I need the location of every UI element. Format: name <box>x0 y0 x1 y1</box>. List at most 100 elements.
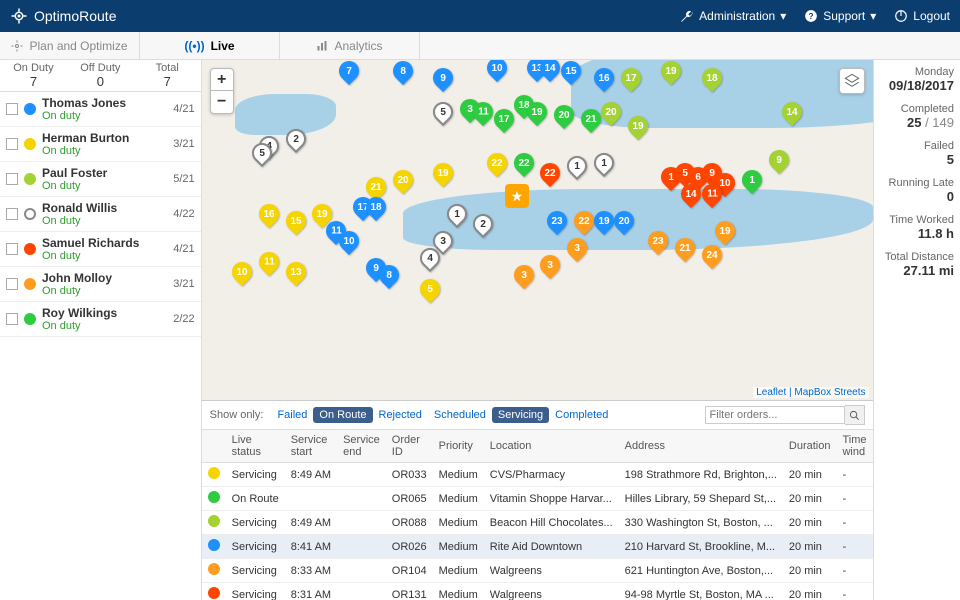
map-pin[interactable]: 21 <box>581 109 601 135</box>
layers-button[interactable] <box>839 68 865 94</box>
map-pin[interactable]: 19 <box>433 163 453 189</box>
table-row[interactable]: Servicing8:33 AMOR104MediumWalgreens621 … <box>202 559 873 583</box>
table-row[interactable]: Servicing8:41 AMOR026MediumRite Aid Down… <box>202 535 873 559</box>
table-row[interactable]: On RouteOR065MediumVitamin Shoppe Harvar… <box>202 487 873 511</box>
driver-row[interactable]: Thomas JonesOn duty4/21 <box>0 92 201 127</box>
logout-link[interactable]: Logout <box>894 9 950 23</box>
map-pin[interactable]: 17 <box>494 109 514 135</box>
filter-failed[interactable]: Failed <box>271 407 313 423</box>
depot-star-icon[interactable]: ★ <box>505 184 529 208</box>
map-pin[interactable]: 21 <box>675 238 695 264</box>
map-pin[interactable]: 14 <box>540 60 560 84</box>
map[interactable]: + − Leaflet | MapBox Streets 78910131415… <box>202 60 873 400</box>
map-pin[interactable]: 20 <box>601 102 621 128</box>
driver-checkbox[interactable] <box>6 243 18 255</box>
map-pin[interactable]: 10 <box>487 60 507 84</box>
map-pin[interactable]: 22 <box>540 163 560 189</box>
admin-menu[interactable]: Administration ▾ <box>680 9 786 23</box>
table-row[interactable]: Servicing8:49 AMOR088MediumBeacon Hill C… <box>202 511 873 535</box>
map-pin[interactable]: 22 <box>574 211 594 237</box>
orders-grid[interactable]: Live statusService startService endOrder… <box>202 430 873 600</box>
map-pin[interactable]: 11 <box>702 184 722 210</box>
map-pin[interactable]: 3 <box>514 265 534 291</box>
map-pin[interactable]: 20 <box>554 105 574 131</box>
map-pin[interactable]: 23 <box>648 231 668 257</box>
filter-rejected[interactable]: Rejected <box>373 407 428 423</box>
map-pin[interactable]: 11 <box>259 252 279 278</box>
tab-plan-and-optimize[interactable]: Plan and Optimize <box>0 32 140 59</box>
map-pin[interactable]: 5 <box>252 143 272 169</box>
driver-row[interactable]: Herman BurtonOn duty3/21 <box>0 127 201 162</box>
map-pin[interactable]: 17 <box>621 68 641 94</box>
map-pin[interactable]: 14 <box>782 102 802 128</box>
driver-checkbox[interactable] <box>6 173 18 185</box>
map-pin[interactable]: 23 <box>547 211 567 237</box>
table-row[interactable]: Servicing8:49 AMOR033MediumCVS/Pharmacy1… <box>202 463 873 487</box>
map-pin[interactable]: 20 <box>393 170 413 196</box>
filter-servicing[interactable]: Servicing <box>492 407 549 423</box>
map-pin[interactable]: 8 <box>379 265 399 291</box>
column-header[interactable]: Address <box>619 430 783 463</box>
column-header[interactable]: Duration <box>783 430 837 463</box>
driver-row[interactable]: Samuel RichardsOn duty4/21 <box>0 232 201 267</box>
column-header[interactable] <box>202 430 226 463</box>
map-pin[interactable]: 18 <box>702 68 722 94</box>
driver-checkbox[interactable] <box>6 313 18 325</box>
map-pin[interactable]: 15 <box>561 61 581 87</box>
map-pin[interactable]: 15 <box>286 211 306 237</box>
map-pin[interactable]: 3 <box>567 238 587 264</box>
map-pin[interactable]: 11 <box>473 102 493 128</box>
driver-checkbox[interactable] <box>6 278 18 290</box>
map-pin[interactable]: 13 <box>286 262 306 288</box>
tab-analytics[interactable]: Analytics <box>280 32 420 59</box>
zoom-out-button[interactable]: − <box>211 91 233 113</box>
column-header[interactable]: Service start <box>285 430 337 463</box>
map-pin[interactable]: 19 <box>527 102 547 128</box>
column-header[interactable]: Time wind <box>836 430 872 463</box>
map-pin[interactable]: 5 <box>420 279 440 305</box>
map-pin[interactable]: 2 <box>286 129 306 155</box>
search-button[interactable] <box>845 405 865 425</box>
column-header[interactable]: Service end <box>337 430 386 463</box>
map-pin[interactable]: 1 <box>594 153 614 179</box>
map-pin[interactable]: 1 <box>447 204 467 230</box>
column-header[interactable]: Location <box>484 430 619 463</box>
map-pin[interactable]: 2 <box>473 214 493 240</box>
map-pin[interactable]: 19 <box>628 116 648 142</box>
map-attribution[interactable]: Leaflet | MapBox Streets <box>753 387 868 398</box>
map-pin[interactable]: 10 <box>232 262 252 288</box>
map-pin[interactable]: 1 <box>567 156 587 182</box>
map-pin[interactable]: 24 <box>702 245 722 271</box>
filter-scheduled[interactable]: Scheduled <box>428 407 492 423</box>
map-pin[interactable]: 10 <box>339 231 359 257</box>
map-pin[interactable]: 16 <box>259 204 279 230</box>
map-pin[interactable]: 3 <box>540 255 560 281</box>
map-pin[interactable]: 5 <box>433 102 453 128</box>
driver-checkbox[interactable] <box>6 103 18 115</box>
column-header[interactable]: Order ID <box>386 430 433 463</box>
driver-checkbox[interactable] <box>6 138 18 150</box>
map-pin[interactable]: 22 <box>514 153 534 179</box>
map-pin[interactable]: 19 <box>661 61 681 87</box>
search-input[interactable] <box>705 406 845 424</box>
map-pin[interactable]: 19 <box>715 221 735 247</box>
map-pin[interactable]: 14 <box>681 184 701 210</box>
map-pin[interactable]: 9 <box>433 68 453 94</box>
filter-on-route[interactable]: On Route <box>313 407 372 423</box>
map-pin[interactable]: 8 <box>393 61 413 87</box>
driver-row[interactable]: John MolloyOn duty3/21 <box>0 267 201 302</box>
map-pin[interactable]: 19 <box>594 211 614 237</box>
column-header[interactable]: Live status <box>226 430 285 463</box>
driver-row[interactable]: Roy WilkingsOn duty2/22 <box>0 302 201 337</box>
map-pin[interactable]: 22 <box>487 153 507 179</box>
map-pin[interactable]: 4 <box>420 248 440 274</box>
map-pin[interactable]: 1 <box>742 170 762 196</box>
map-pin[interactable]: 16 <box>594 68 614 94</box>
zoom-in-button[interactable]: + <box>211 69 233 91</box>
table-row[interactable]: Servicing8:31 AMOR131MediumWalgreens94-9… <box>202 583 873 600</box>
map-pin[interactable]: 7 <box>339 61 359 87</box>
map-pin[interactable]: 18 <box>366 197 386 223</box>
driver-row[interactable]: Paul FosterOn duty5/21 <box>0 162 201 197</box>
driver-checkbox[interactable] <box>6 208 18 220</box>
tab-live[interactable]: ((•))Live <box>140 32 280 59</box>
